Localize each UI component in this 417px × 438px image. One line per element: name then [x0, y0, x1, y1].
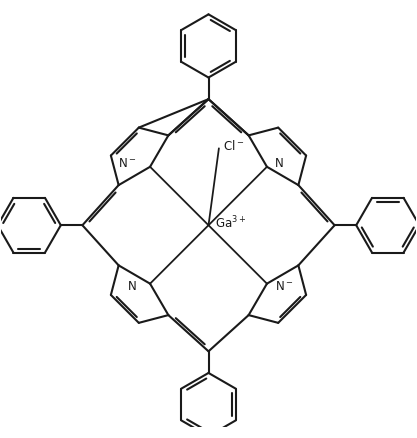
Text: N$^-$: N$^-$: [275, 280, 294, 293]
Text: N$^-$: N$^-$: [118, 157, 137, 170]
Text: N: N: [275, 157, 284, 170]
Text: Cl$^-$: Cl$^-$: [223, 139, 244, 153]
Text: N: N: [128, 280, 137, 293]
Text: Ga$^{3+}$: Ga$^{3+}$: [215, 215, 246, 231]
